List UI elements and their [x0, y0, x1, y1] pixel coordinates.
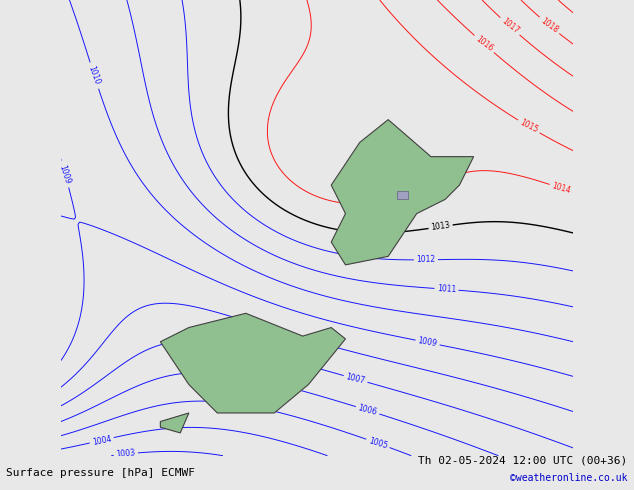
Text: 1007: 1007: [345, 372, 366, 386]
Polygon shape: [160, 313, 346, 413]
Text: 1015: 1015: [518, 118, 540, 135]
Text: 1013: 1013: [430, 221, 451, 232]
Text: Surface pressure [hPa] ECMWF: Surface pressure [hPa] ECMWF: [6, 468, 195, 478]
Text: 1003: 1003: [116, 449, 136, 460]
Text: 1011: 1011: [437, 284, 456, 294]
Text: 1008: 1008: [247, 318, 268, 332]
Text: 1014: 1014: [551, 181, 572, 196]
Text: 1006: 1006: [357, 403, 378, 417]
Text: ©weatheronline.co.uk: ©weatheronline.co.uk: [510, 473, 628, 483]
Text: 1005: 1005: [367, 436, 389, 450]
Text: 1017: 1017: [500, 17, 521, 36]
Text: 1018: 1018: [539, 16, 560, 35]
Text: 1004: 1004: [91, 434, 112, 446]
Text: 1010: 1010: [87, 65, 102, 86]
Polygon shape: [331, 120, 474, 265]
Text: 1009: 1009: [417, 337, 438, 348]
Text: 1012: 1012: [417, 255, 436, 265]
Polygon shape: [397, 191, 408, 199]
Text: 1016: 1016: [474, 35, 495, 53]
Polygon shape: [160, 413, 189, 433]
Text: Th 02-05-2024 12:00 UTC (00+36): Th 02-05-2024 12:00 UTC (00+36): [418, 456, 628, 466]
Text: 1009: 1009: [58, 164, 72, 185]
